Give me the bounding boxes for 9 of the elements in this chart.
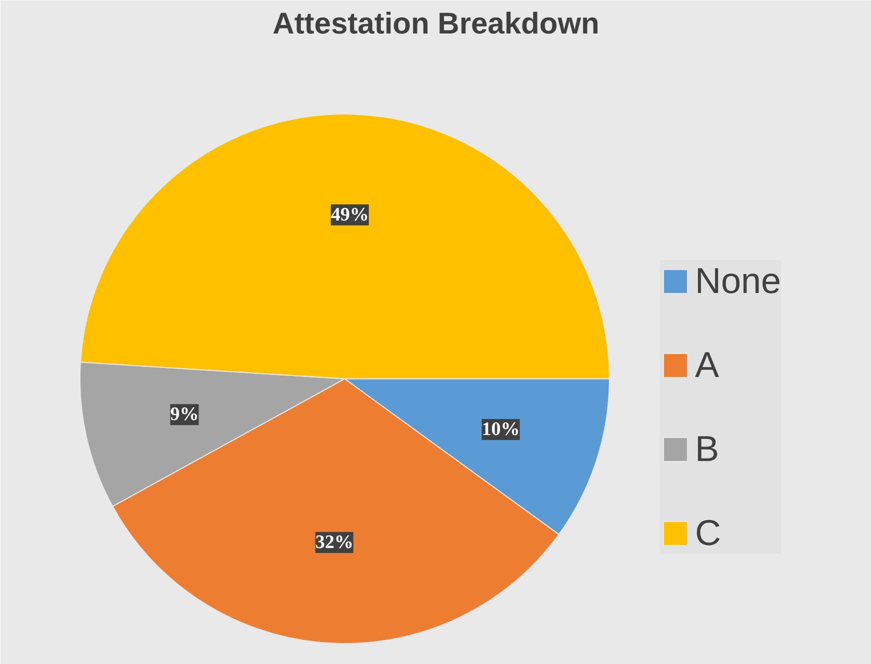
legend-label: A — [695, 344, 720, 386]
data-label: 32% — [315, 532, 354, 553]
data-label: 9% — [170, 404, 199, 426]
data-label: 10% — [482, 418, 520, 440]
legend-label: None — [695, 260, 782, 302]
data-label: 49% — [330, 204, 369, 226]
chart-title: Attestation Breakdown — [272, 8, 600, 40]
legend-label: C — [695, 512, 721, 554]
legend-label: B — [695, 428, 720, 470]
